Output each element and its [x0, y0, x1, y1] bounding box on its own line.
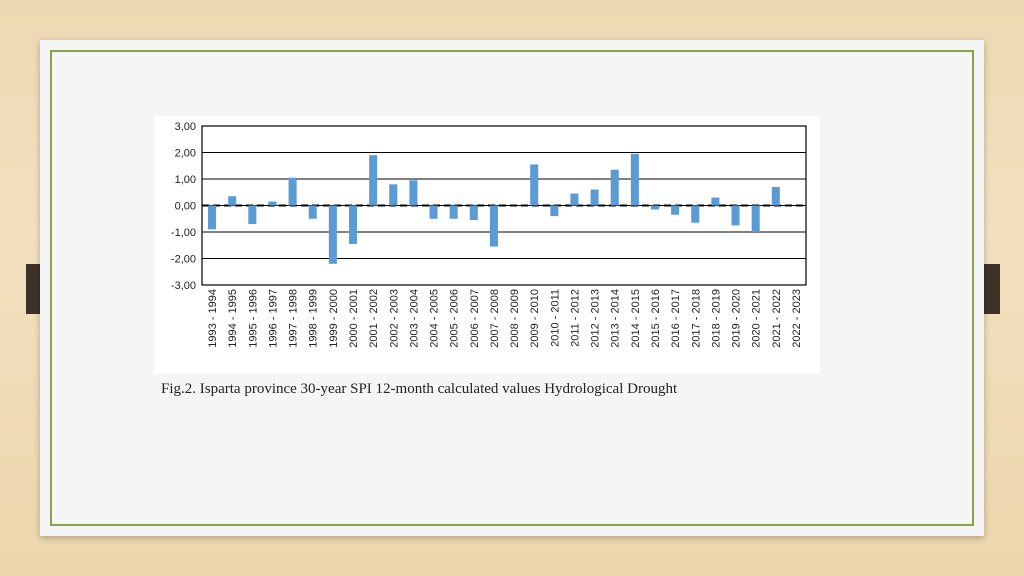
- x-tick-label: 2019 - 2020: [731, 289, 743, 348]
- bar: [550, 205, 559, 217]
- y-tick-label: -1,00: [171, 227, 196, 239]
- x-tick-label: 2011 - 2012: [569, 289, 581, 347]
- x-tick-label: 2007 - 2008: [489, 289, 501, 348]
- x-tick-label: 2018 - 2019: [710, 289, 722, 348]
- bar: [409, 180, 418, 206]
- x-tick-label: 2017 - 2018: [690, 289, 702, 348]
- x-tick-label: 2001 - 2002: [368, 289, 380, 348]
- bar: [268, 201, 277, 206]
- bar: [671, 205, 680, 215]
- x-tick-label: 2006 - 2007: [469, 289, 481, 348]
- x-tick-label: 2015 - 2016: [650, 289, 662, 348]
- y-tick-labels: 3,00 2,00 1,00 0,00 -1,00 -2,00 -3,00: [171, 121, 196, 292]
- bar: [691, 205, 700, 223]
- x-tick-label: 2016 - 2017: [670, 289, 682, 348]
- x-tick-label: 1996 - 1997: [267, 289, 279, 348]
- x-tick-label: 2005 - 2006: [449, 289, 461, 348]
- grid-lines: [201, 125, 807, 286]
- x-tick-label: 2010 - 2011: [549, 289, 561, 347]
- y-tick-label: -3,00: [171, 280, 196, 292]
- bar: [751, 205, 760, 232]
- bar: [469, 205, 478, 221]
- bar: [489, 205, 498, 247]
- x-tick-label: 2000 - 2001: [348, 289, 360, 348]
- bar: [731, 205, 740, 226]
- y-tick-label: 3,00: [175, 121, 196, 133]
- bar: [570, 193, 579, 206]
- bar: [228, 196, 237, 206]
- bar: [288, 177, 297, 206]
- x-tick-label: 2004 - 2005: [429, 289, 441, 348]
- bar: [650, 205, 660, 210]
- x-tick-label: 2014 - 2015: [630, 289, 642, 348]
- bar: [208, 205, 217, 230]
- figure-caption: Fig.2. Isparta province 30-year SPI 12-m…: [161, 381, 678, 397]
- x-tick-label: 2003 - 2004: [408, 289, 420, 348]
- x-tick-label: 2022 - 2023: [791, 289, 803, 348]
- bar: [610, 169, 619, 206]
- bar: [308, 205, 317, 219]
- bar: [328, 205, 337, 264]
- x-tick-labels: 1993 - 1994 1994 - 1995 1995 - 1996 1996 - …: [207, 289, 803, 348]
- x-tick-label: 2013 - 2014: [610, 289, 622, 348]
- bar: [590, 189, 599, 206]
- x-tick-label: 1995 - 1996: [247, 289, 259, 348]
- chart-svg: 3,00 2,00 1,00 0,00 -1,00 -2,00 -3,00 1993 - 1…: [171, 121, 807, 348]
- x-tick-label: 1999 - 2000: [328, 289, 340, 348]
- bar: [429, 205, 438, 219]
- spi-bar-chart: 3,00 2,00 1,00 0,00 -1,00 -2,00 -3,00 1993 - 1…: [154, 116, 820, 374]
- slide-frame: [50, 50, 974, 526]
- x-tick-label: 1998 - 1999: [308, 289, 320, 348]
- bar: [530, 164, 539, 206]
- x-tick-label: 2002 - 2003: [388, 289, 400, 348]
- bar: [248, 205, 257, 225]
- x-tick-label: 2012 - 2013: [590, 289, 602, 348]
- x-tick-label: 1997 - 1998: [288, 289, 300, 348]
- y-tick-label: 0,00: [175, 201, 196, 213]
- x-tick-label: 2009 - 2010: [529, 289, 541, 348]
- bars: [208, 153, 780, 264]
- bar: [771, 186, 780, 206]
- x-tick-label: 1993 - 1994: [207, 289, 219, 348]
- x-tick-label: 2008 - 2009: [509, 289, 521, 348]
- bar: [348, 205, 358, 244]
- bar: [630, 153, 639, 206]
- x-tick-label: 2020 - 2021: [751, 289, 763, 348]
- y-tick-label: -2,00: [171, 254, 196, 266]
- x-tick-label: 1994 - 1995: [227, 289, 239, 348]
- y-tick-label: 1,00: [175, 174, 196, 186]
- bar: [369, 155, 378, 206]
- y-tick-label: 2,00: [175, 148, 196, 160]
- bar: [449, 205, 458, 219]
- bar: [711, 197, 720, 206]
- x-tick-label: 2021 - 2022: [771, 289, 783, 348]
- bar: [389, 184, 398, 206]
